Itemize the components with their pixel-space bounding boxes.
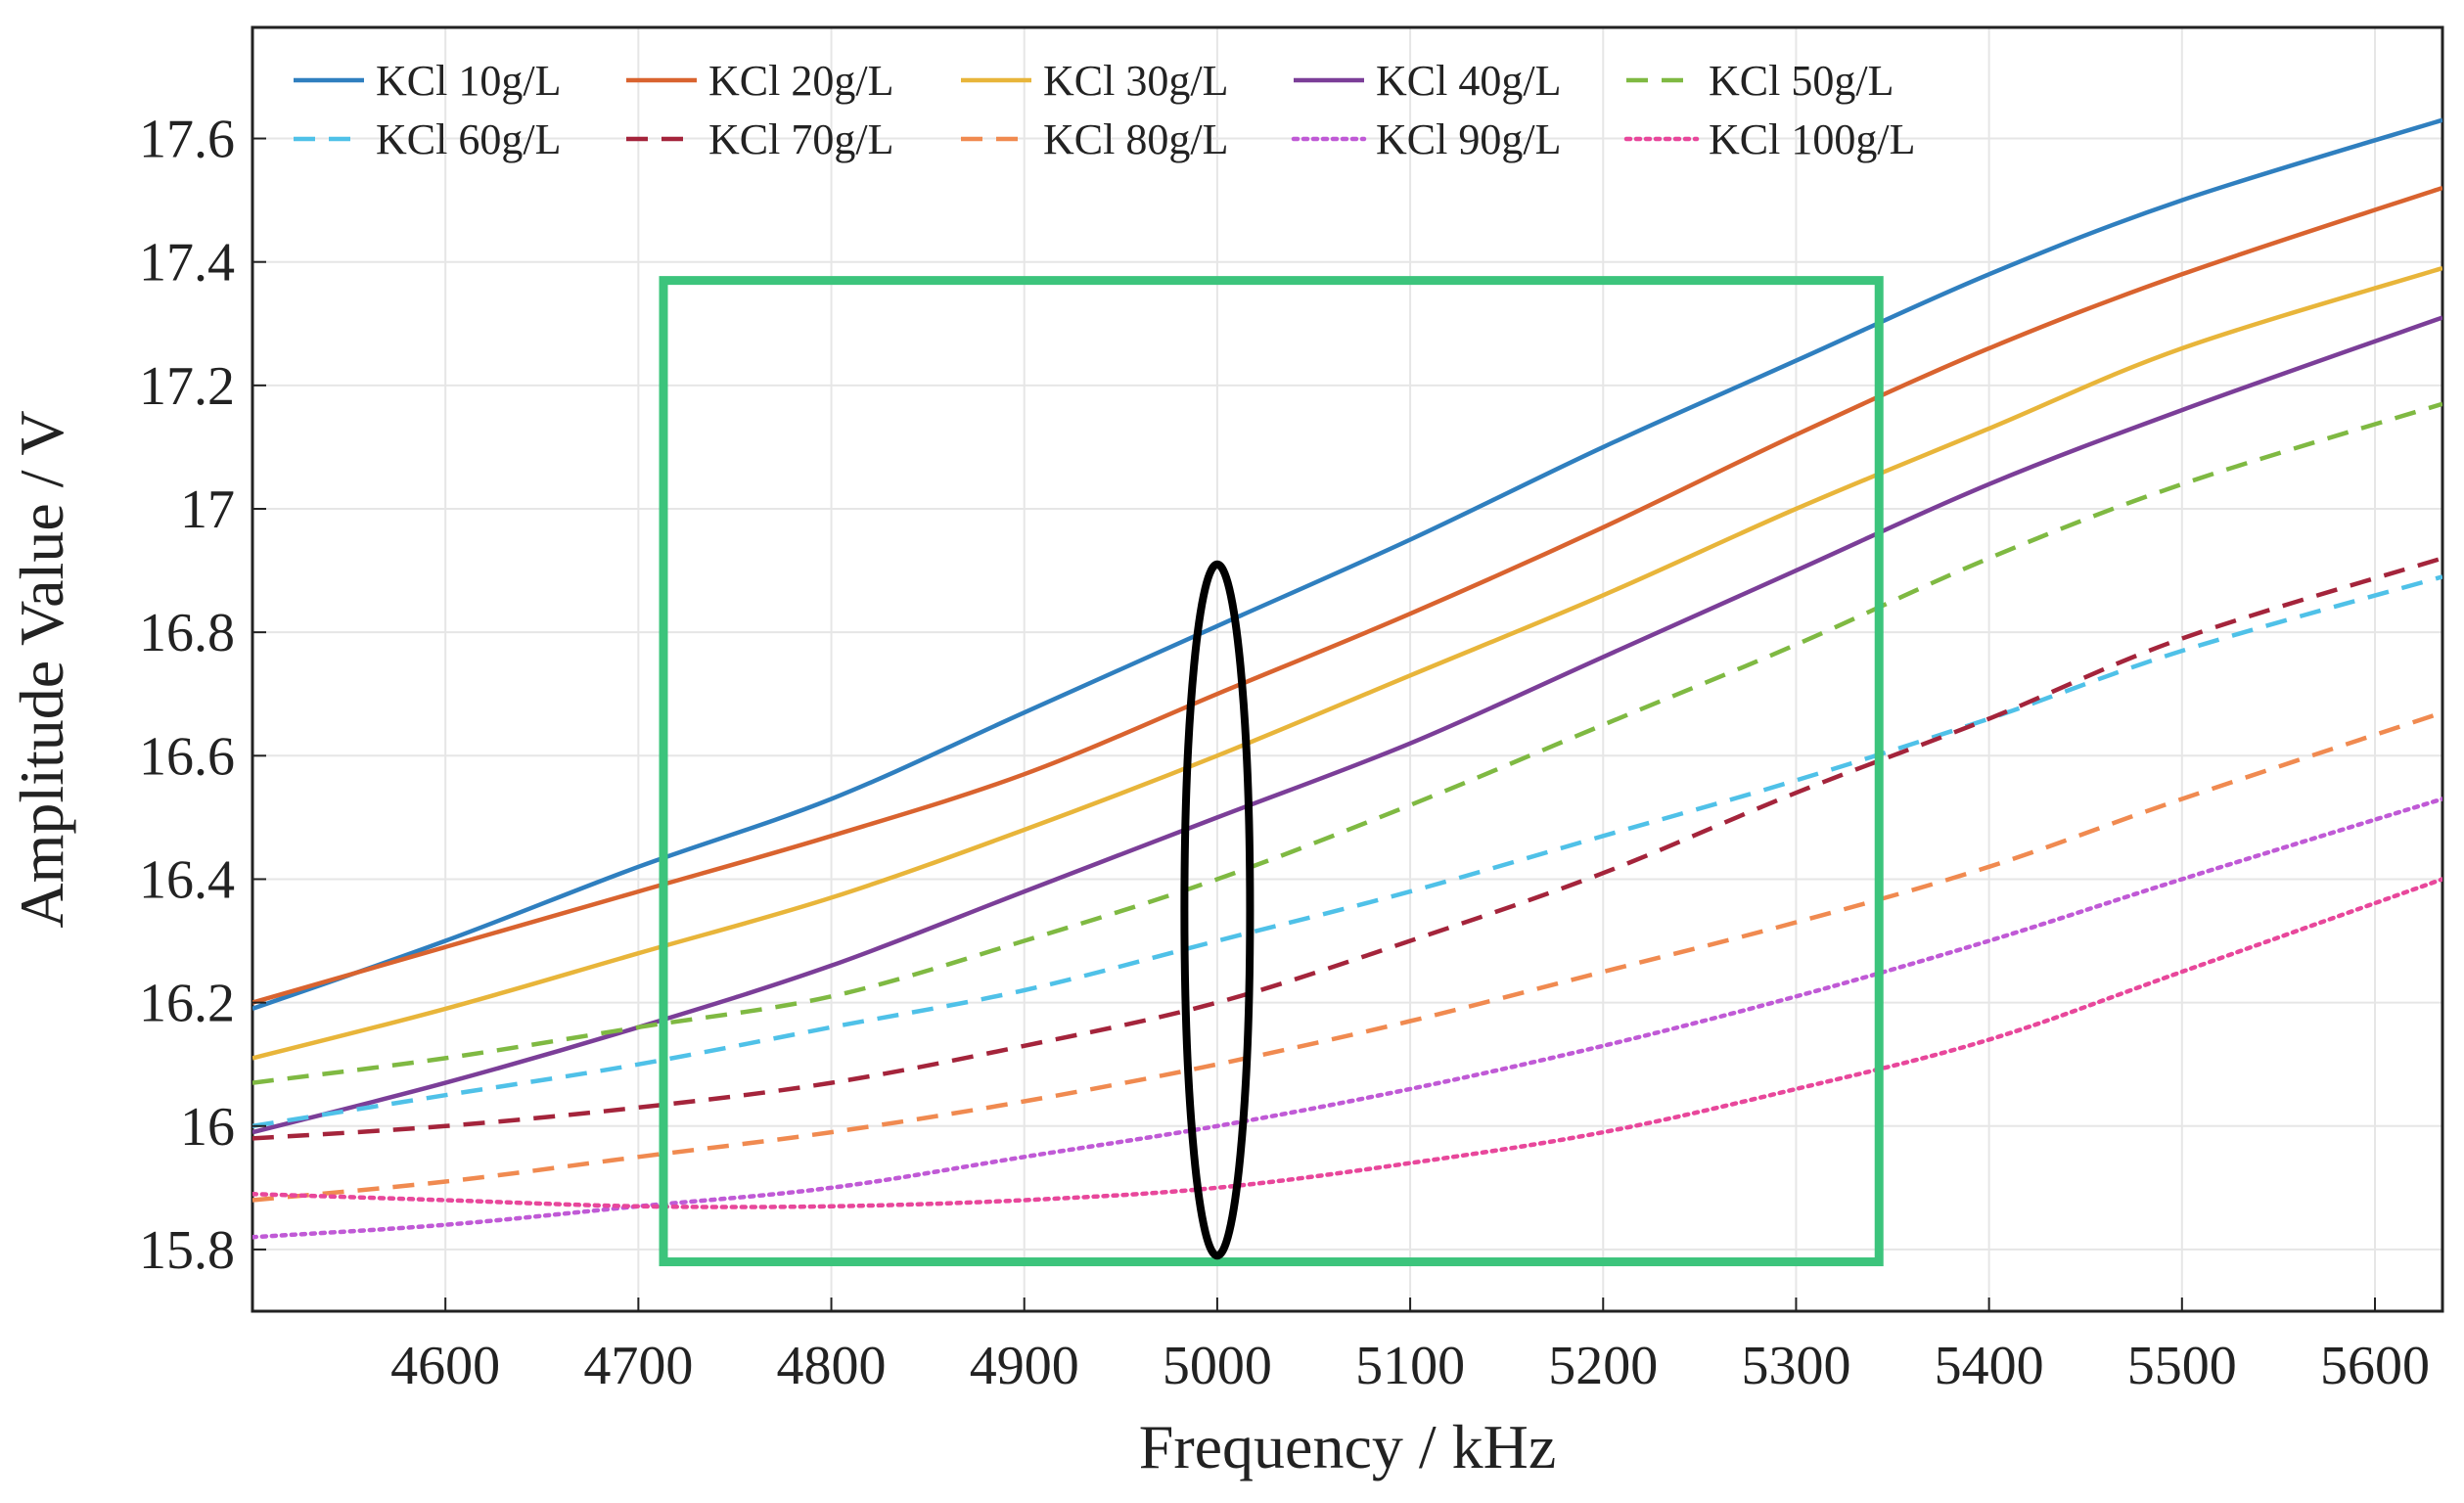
x-tick-label: 5200 (1548, 1336, 1658, 1396)
legend-label-10: KCl 100g/L (1709, 115, 1915, 163)
legend-label-9: KCl 90g/L (1376, 115, 1561, 163)
legend: KCl 10g/L KCl 20g/L KCl 30g/L KCl 40g/L KCl … (294, 57, 1915, 163)
y-tick-label: 17.2 (139, 356, 235, 417)
y-axis-ticks: 15.8 16 16.2 16.4 16.6 16.8 17 17.2 17.4 17.6 (139, 110, 266, 1281)
highlight-box (659, 276, 1884, 1267)
x-tick-label: 4700 (583, 1336, 693, 1396)
annotations (659, 276, 1884, 1267)
series-line-8 (252, 710, 2442, 1203)
y-tick-label: 15.8 (139, 1220, 235, 1281)
series-line-7 (252, 556, 2442, 1141)
x-tick-label: 5300 (1741, 1336, 1850, 1396)
y-tick-label: 17.4 (139, 233, 235, 294)
x-tick-label: 4800 (777, 1336, 887, 1396)
x-axis-label: Frequency / kHz (1139, 1412, 1557, 1481)
legend-label-3: KCl 30g/L (1043, 57, 1228, 105)
x-tick-label: 5400 (1935, 1336, 2044, 1396)
series-group (252, 117, 2442, 1240)
legend-label-1: KCl 10g/L (376, 57, 561, 105)
y-tick-label: 16.2 (139, 974, 235, 1034)
x-tick-label: 4600 (390, 1336, 500, 1396)
grid (252, 27, 2442, 1311)
legend-label-8: KCl 80g/L (1043, 115, 1228, 163)
y-tick-label: 16 (180, 1097, 235, 1158)
plot-frame (251, 25, 2444, 1313)
legend-label-7: KCl 70g/L (708, 115, 893, 163)
series-line-3 (252, 265, 2442, 1061)
legend-label-5: KCl 50g/L (1709, 57, 1894, 105)
x-axis-ticks: 4600 4700 4800 4900 5000 5100 5200 5300 5400 5500… (390, 1298, 2430, 1396)
legend-label-4: KCl 40g/L (1376, 57, 1561, 105)
legend-label-2: KCl 20g/L (708, 57, 893, 105)
series-line-2 (252, 185, 2442, 1005)
x-tick-label: 4900 (970, 1336, 1079, 1396)
highlight-ellipse (1180, 560, 1255, 1260)
series-line-1 (252, 117, 2442, 1012)
y-tick-label: 16.4 (139, 849, 235, 910)
series-line-10 (252, 877, 2442, 1209)
y-tick-label: 16.6 (139, 726, 235, 787)
x-tick-label: 5500 (2127, 1336, 2237, 1396)
series-line-9 (252, 797, 2442, 1240)
y-axis-label: Amplitude Value / V (7, 410, 76, 928)
x-tick-label: 5100 (1355, 1336, 1465, 1396)
series-line-5 (252, 401, 2442, 1085)
x-tick-label: 5600 (2320, 1336, 2430, 1396)
series-line-6 (252, 574, 2442, 1129)
legend-label-6: KCl 60g/L (376, 115, 561, 163)
y-tick-label: 17.6 (139, 110, 235, 170)
x-tick-label: 5000 (1163, 1336, 1272, 1396)
series-line-4 (252, 315, 2442, 1135)
y-tick-label: 17 (180, 479, 235, 540)
y-tick-label: 16.8 (139, 603, 235, 663)
